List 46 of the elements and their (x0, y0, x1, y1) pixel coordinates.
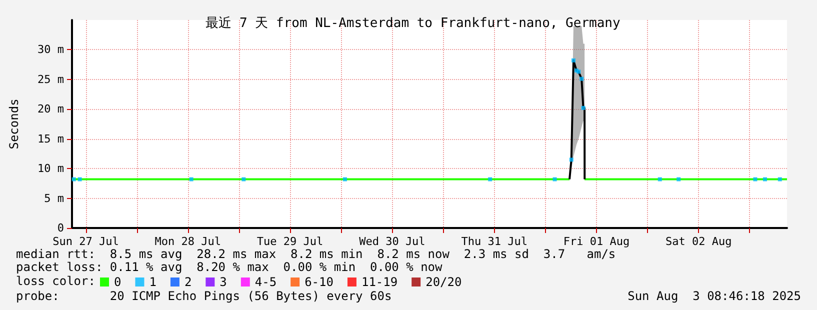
text: median rtt: 8.5 ms avg 28.2 ms max 8.2 ms min 8.2 ms now 2.3 ms sd 3.7 am/s (16, 247, 616, 261)
x-tick-label: Sun 27 Jul (52, 235, 119, 248)
legend-label: 2 (184, 275, 192, 289)
text: Sun Aug 3 08:46:18 2025 (628, 289, 801, 303)
chart-title: 最近 7 天 from NL-Amsterdam to Frankfurt-nano, Germany (206, 16, 621, 31)
point (778, 177, 782, 182)
point (580, 76, 584, 81)
x-tick-label: Sat 02 Aug (666, 235, 732, 248)
x-tick-label: Fri 01 Aug (563, 235, 630, 248)
x-tick-label: Tue 29 Jul (256, 235, 324, 248)
point (552, 177, 557, 182)
y-axis-title: Seconds (7, 98, 21, 150)
y-tick-label: 10 m (38, 162, 64, 176)
point (189, 177, 194, 182)
x-tick-label: Wed 30 Jul (359, 235, 426, 248)
legend-label: 11-19 (361, 275, 398, 289)
legend-label: 20/20 (426, 275, 462, 289)
point (342, 177, 347, 182)
y-tick-label: 0 (57, 222, 64, 234)
legend-label: 1 (149, 275, 156, 289)
point (658, 177, 662, 182)
point (569, 158, 574, 162)
x-tick-label: Thu 31 Jul (461, 235, 528, 248)
point (72, 177, 76, 182)
point (488, 177, 492, 182)
text: probe: 20 ICMP Echo Pings (56 Bytes) every 60s (16, 289, 392, 303)
point (242, 177, 246, 182)
point (576, 70, 581, 74)
point (753, 177, 758, 182)
y-tick-label: 15 m (38, 132, 64, 146)
y-tick-label: 20 m (38, 102, 64, 116)
point (763, 177, 768, 182)
point (676, 177, 681, 182)
x-tick-label: Mon 28 Jul (154, 235, 222, 248)
legend-label: 0 (114, 275, 122, 289)
point (78, 177, 82, 182)
point (571, 58, 576, 62)
y-tick-label: 5 m (44, 192, 64, 205)
legend-label: 6-10 (304, 275, 334, 289)
text: packet loss: 0.11 % avg 8.20 % max 0.00 % min 0.00 % now (16, 260, 444, 274)
point (581, 106, 586, 110)
y-tick-label: 30 m (38, 43, 64, 56)
legend-title: loss color: (16, 274, 96, 288)
legend-label: 4-5 (254, 275, 277, 289)
legend-label: 3 (220, 275, 227, 289)
y-tick-label: 25 m (38, 72, 64, 86)
